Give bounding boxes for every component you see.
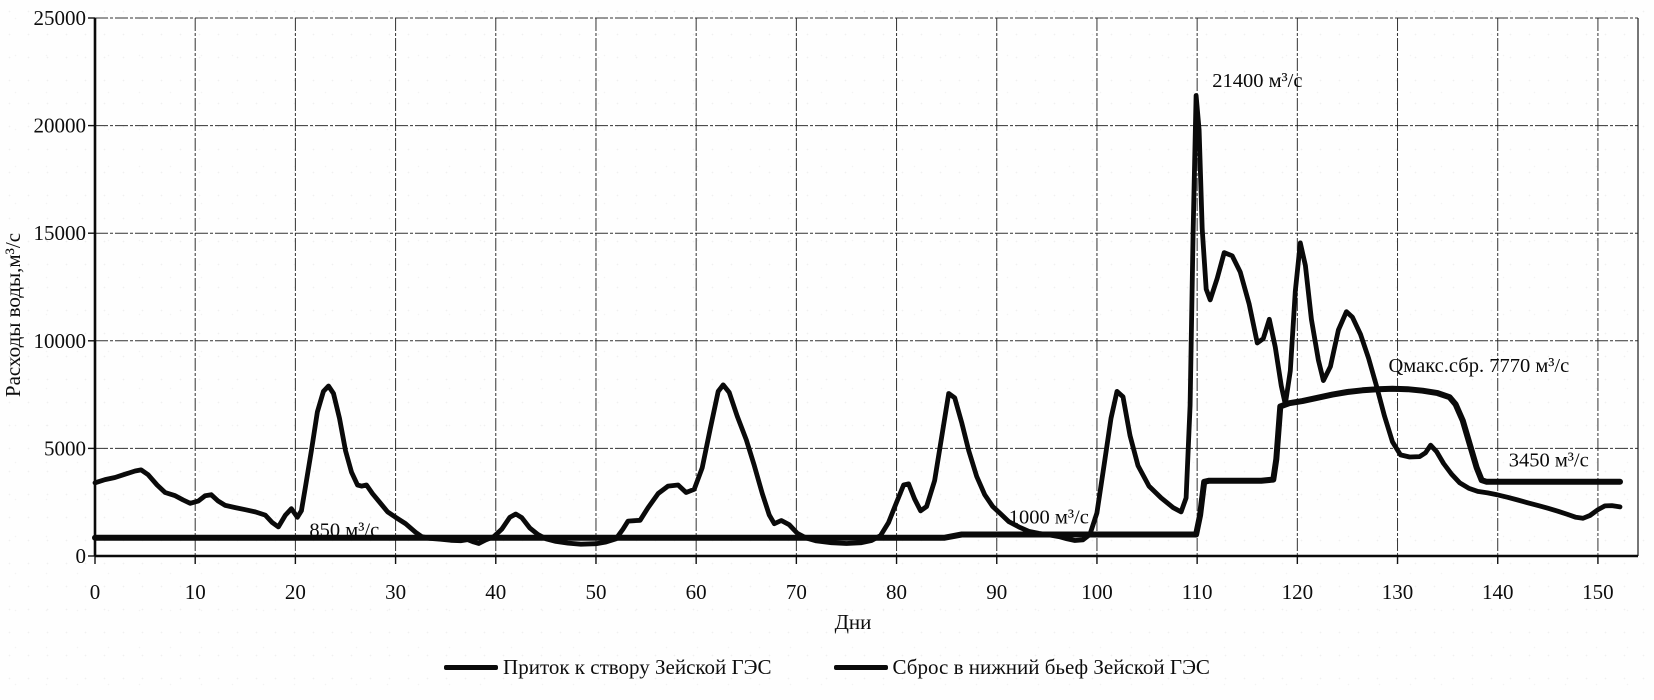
x-tick-labels: 0 10 20 30 40 50 60 70 80 90 100 110 120 130 140 150: [90, 580, 1614, 604]
series-line-discharge: [92, 385, 1623, 541]
annotation-layer: 850 м³/с 1000 м³/с 21400 м³/с Qмакс.сбр. 77…: [309, 70, 1588, 542]
y-tick-label-5000: 5000: [44, 436, 86, 460]
legend-label-discharge: Сброс в нижний бьеф Зейской ГЭС: [892, 654, 1210, 679]
x-tick-label-20: 20: [285, 580, 306, 604]
x-tick-label-40: 40: [485, 580, 506, 604]
x-tick-label-110: 110: [1182, 580, 1213, 604]
y-tick-label-25000: 25000: [34, 6, 87, 30]
x-tick-label-0: 0: [90, 580, 101, 604]
y-tick-label-15000: 15000: [34, 221, 87, 245]
grid-layer: [88, 17, 1638, 564]
y-tick-labels: 0 5000 10000 15000 20000 25000: [34, 6, 87, 568]
y-tick-label-10000: 10000: [34, 329, 87, 353]
x-tick-label-60: 60: [686, 580, 707, 604]
series-line-inflow: [92, 93, 1623, 547]
annotation-inflow-base-label: 850 м³/с: [309, 520, 379, 542]
annotation-peak-21400-label: 21400 м³/с: [1212, 70, 1302, 92]
x-tick-label-150: 150: [1582, 580, 1614, 604]
x-tick-label-140: 140: [1482, 580, 1514, 604]
x-tick-label-100: 100: [1081, 580, 1113, 604]
chart-canvas: 0 10 20 30 40 50 60 70 80 90 100 110 120 130 140 150 0 5…: [1, 6, 1639, 634]
x-tick-label-10: 10: [185, 580, 206, 604]
x-tick-label-120: 120: [1282, 580, 1314, 604]
x-tick-label-80: 80: [886, 580, 907, 604]
legend-swatch-inflow-icon: [444, 664, 499, 670]
y-axis-title: Расходы воды,м³/с: [1, 233, 25, 397]
legend-label-inflow: Приток к створу Зейской ГЭС: [503, 654, 772, 679]
x-tick-label-130: 130: [1382, 580, 1414, 604]
series-layer: [92, 93, 1623, 547]
annotation-discharge-1000-label: 1000 м³/с: [1009, 507, 1089, 529]
annotation-end-3450-label: 3450 м³/с: [1509, 450, 1589, 472]
y-tick-label-0: 0: [76, 544, 87, 568]
legend-swatch-discharge-icon: [833, 664, 888, 670]
legend-item-discharge: Сброс в нижний бьеф Зейской ГЭС: [833, 654, 1210, 680]
axis-layer: [93, 18, 1639, 558]
x-axis-title: Дни: [835, 610, 872, 634]
x-tick-label-70: 70: [786, 580, 807, 604]
legend: Приток к створу Зейской ГЭС Сброс в нижн…: [0, 640, 1654, 694]
legend-item-inflow: Приток к створу Зейской ГЭС: [444, 655, 772, 680]
x-tick-label-90: 90: [986, 580, 1007, 604]
x-tick-label-50: 50: [585, 580, 606, 604]
x-tick-label-30: 30: [385, 580, 406, 604]
annotation-qmax-label: Qмакс.сбр. 7770 м³/с: [1389, 355, 1570, 377]
y-tick-label-20000: 20000: [34, 114, 87, 138]
